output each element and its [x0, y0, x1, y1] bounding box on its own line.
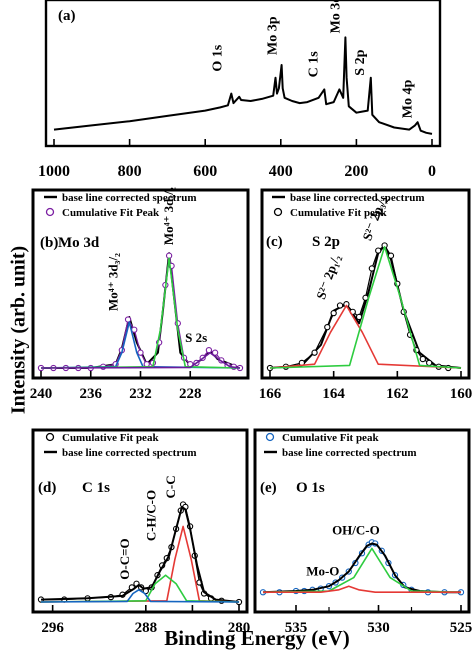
legend-marker [45, 207, 55, 217]
data-point [387, 252, 395, 259]
peak-annotation: Mo 3d [328, 0, 343, 33]
plot-frame [44, 0, 442, 148]
y-axis-title-text: Intensity (arb. unit) [7, 245, 30, 415]
legend-marker [265, 432, 275, 442]
panel-a: 1000 800 600 400 200 0 (a) O 1s Mo 3p C 1s Mo 3d S … [38, 0, 442, 180]
data-point [211, 349, 219, 356]
series-2-line [40, 505, 240, 603]
panel-b: 240 236 232 228 (b) Mo 3d base line corrected … [30, 187, 250, 402]
data-point [205, 346, 213, 354]
x-tick-label: 200 [344, 163, 368, 180]
data-point [330, 309, 337, 317]
peak-annotation: S 2p [353, 49, 368, 75]
x-tick-label: 228 [179, 386, 202, 402]
panel-c: 166 164 162 160 (c) S 2p base line corrected s… [259, 188, 473, 402]
panel-tag: (a) [58, 8, 76, 24]
peak-annotation: S²⁻ 2p₁/₂ [313, 252, 343, 301]
series-4-line [269, 246, 462, 369]
x-tick-label: 166 [259, 386, 282, 402]
peak-annotation: C-C [163, 475, 178, 498]
series-2-line [269, 244, 449, 369]
data-point [355, 313, 363, 321]
x-axis-title: Binding Energy (eV) [164, 626, 350, 650]
legend-entry: Cumulative Fit Peak [62, 207, 160, 219]
x-tick-label: 162 [386, 386, 409, 402]
panel-tag: (e) [260, 480, 277, 496]
legend-entry: base line corrected spectrum [282, 447, 417, 459]
x-tick-label: 600 [193, 163, 217, 180]
data-point [336, 302, 344, 309]
series-3-line [40, 321, 241, 369]
legend-marker [273, 207, 283, 217]
panel-tag: (c) [266, 234, 283, 250]
legend-entry: base line corrected spectrum [62, 192, 197, 204]
x-tick-label: 240 [30, 386, 53, 402]
peak-annotation: Mo 3p [266, 16, 281, 55]
series-5-line [40, 588, 240, 603]
peak-annotation: O-C=O [117, 538, 132, 579]
legend-entry: Cumulative Fit peak [62, 432, 159, 444]
peak-annotation: Mo⁴⁺ 3d₅/₂ [161, 187, 176, 245]
legend-marker [45, 432, 55, 442]
data-point [368, 265, 376, 272]
series-5-line [40, 351, 241, 369]
data-point [426, 359, 433, 367]
peak-annotation: Mo 4p [401, 80, 416, 119]
peak-annotation: Mo-O [306, 564, 339, 579]
plot-frame [31, 428, 249, 614]
series-3-line [269, 304, 462, 369]
data-point [419, 355, 426, 363]
series-1-line [53, 36, 433, 135]
series-2-line [262, 542, 461, 594]
data-point [324, 324, 331, 331]
legend-entry: Cumulative Fit peak [290, 207, 387, 219]
series-4-line [40, 574, 240, 603]
peak-annotation: O 1s [210, 44, 225, 71]
panel-label: C 1s [82, 480, 110, 496]
x-tick-label: 535 [285, 620, 308, 636]
plot-frame [253, 428, 471, 614]
peak-annotation: OH/C-O [332, 522, 380, 537]
x-tick-label: 232 [129, 386, 152, 402]
legend-entry: base line corrected spectrum [290, 192, 425, 204]
data-point [124, 316, 132, 323]
x-tick-label: 0 [428, 163, 436, 180]
x-tick-label: 525 [450, 620, 473, 636]
x-tick-label: 164 [322, 386, 345, 402]
legend-entry: base line corrected spectrum [62, 447, 197, 459]
data-point [311, 349, 318, 356]
peak-annotation: C 1s [306, 51, 321, 78]
panel-e: 535 530 525 (e) O 1s Cumulative Fit peak base … [253, 428, 473, 636]
panel-label: O 1s [296, 480, 325, 496]
panel-tag: (b) [40, 235, 58, 251]
data-point [375, 247, 382, 254]
x-tick-label: 400 [269, 163, 293, 180]
panel-label: Mo 3d [58, 235, 100, 251]
x-tick-label: 236 [80, 386, 103, 402]
series-1-line [269, 244, 462, 369]
y-axis-title: Intensity (arb. unit) [8, 170, 30, 490]
panel-d: 296 288 280 (d) C 1s Cumulative Fit peak base … [31, 428, 251, 636]
peak-annotation: Mo⁴⁺ 3d₃/₂ [105, 253, 120, 311]
x-tick-label: 160 [450, 386, 473, 402]
x-tick-label: 800 [118, 163, 142, 180]
data-point [137, 349, 144, 356]
x-tick-label: 288 [135, 620, 158, 636]
x-tick-label: 280 [228, 620, 251, 636]
series-1-line [263, 541, 461, 593]
series-4-line [263, 585, 461, 594]
data-point [362, 294, 369, 301]
x-tick-label: 530 [367, 620, 390, 636]
panel-tag: (d) [38, 480, 56, 496]
plot-frame [260, 188, 471, 380]
x-tick-label: 1000 [38, 163, 70, 180]
panel-label: S 2p [312, 234, 340, 250]
legend-entry: Cumulative Fit peak [282, 432, 379, 444]
data-point [131, 326, 138, 333]
peak-annotation: S 2s [185, 330, 207, 345]
peak-annotation: C-H/C-O [144, 490, 159, 541]
x-tick-label: 296 [41, 620, 64, 636]
